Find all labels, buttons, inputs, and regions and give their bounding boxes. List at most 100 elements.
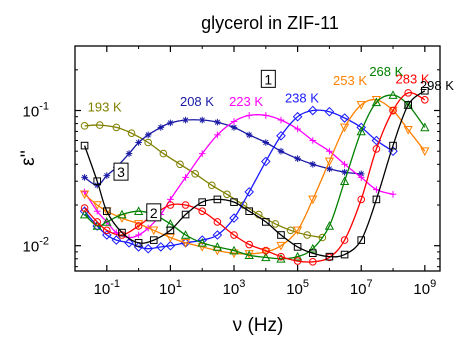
- data-point: [276, 253, 286, 263]
- data-point: [262, 218, 270, 226]
- data-point: [308, 195, 318, 205]
- data-point: [340, 236, 349, 244]
- data-point: [103, 207, 111, 215]
- data-point: [180, 230, 191, 239]
- data-point: [149, 236, 158, 244]
- annotation-label: 1: [264, 71, 272, 87]
- data-point: [230, 198, 238, 206]
- data-point: [292, 226, 303, 236]
- data-point: [292, 251, 303, 261]
- data-point: [214, 118, 221, 126]
- series-label: 193 K: [88, 100, 122, 115]
- data-point: [421, 86, 429, 95]
- series-label: 268 K: [369, 64, 403, 79]
- annotations: 1 2 3: [113, 69, 276, 222]
- data-point: [180, 239, 191, 248]
- data-point: [308, 258, 317, 266]
- series-label: 223 K: [229, 94, 263, 109]
- series-label: 253 K: [333, 73, 367, 88]
- data-point: [404, 89, 412, 97]
- data-point: [261, 156, 271, 167]
- fit-line: [84, 98, 426, 255]
- chart-title: glycerol in ZIF-11: [201, 13, 339, 33]
- data-point: [324, 157, 335, 167]
- data-point: [181, 210, 190, 219]
- data-point: [245, 131, 253, 139]
- data-point: [93, 218, 102, 226]
- data-point: [293, 243, 302, 251]
- data-point: [372, 145, 381, 153]
- data-point: [212, 230, 223, 240]
- data-point: [229, 213, 239, 223]
- data-point: [262, 246, 270, 255]
- data-point: [308, 243, 318, 253]
- data-point: [125, 150, 133, 157]
- data-point: [245, 207, 253, 215]
- data-point: [276, 241, 286, 251]
- series-layer: [79, 86, 430, 266]
- annotation-box: [260, 69, 276, 88]
- data-point: [372, 195, 381, 204]
- data-point: [92, 201, 102, 210]
- series-label: 208 K: [180, 94, 214, 109]
- data-point: [182, 174, 189, 181]
- data-point: [144, 131, 152, 139]
- data-point: [176, 160, 184, 169]
- series-283-K: [80, 89, 429, 266]
- data-point: [213, 218, 222, 226]
- data-point: [167, 119, 174, 127]
- data-point: [157, 124, 165, 131]
- data-point: [143, 243, 153, 254]
- y-axis-title: ε'': [18, 150, 39, 166]
- data-point: [356, 101, 366, 110]
- data-point: [373, 186, 380, 193]
- data-point: [339, 123, 350, 133]
- data-point: [124, 238, 134, 248]
- data-point: [324, 221, 335, 230]
- data-point: [166, 201, 175, 209]
- data-point: [93, 181, 101, 189]
- data-point: [389, 141, 397, 150]
- data-point: [371, 97, 382, 107]
- series-193-K: [80, 121, 327, 242]
- data-point: [357, 174, 365, 181]
- data-point: [92, 221, 102, 230]
- data-point: [294, 155, 301, 163]
- data-point: [245, 240, 253, 249]
- data-point: [197, 243, 207, 252]
- data-point: [198, 198, 207, 206]
- data-point: [357, 236, 366, 244]
- data-point: [214, 131, 221, 139]
- series-label: 298 K: [420, 78, 454, 93]
- annotation-label: 2: [150, 205, 158, 221]
- data-point: [198, 116, 206, 124]
- data-point: [309, 161, 317, 168]
- data-point: [341, 168, 348, 176]
- data-point: [79, 209, 90, 219]
- data-point: [421, 96, 429, 104]
- data-point: [277, 147, 285, 155]
- data-point: [308, 249, 317, 258]
- plot-frame: [74, 45, 441, 272]
- data-point: [144, 138, 152, 147]
- data-point: [135, 231, 142, 239]
- data-point: [326, 165, 333, 173]
- data-point: [80, 204, 89, 212]
- data-point: [111, 235, 122, 245]
- data-point: [81, 188, 88, 196]
- data-point: [318, 233, 327, 242]
- data-point: [229, 245, 239, 255]
- annotation-box: [146, 203, 162, 222]
- data-point: [80, 122, 89, 130]
- data-point: [230, 231, 238, 239]
- data-point: [95, 121, 104, 129]
- data-point: [420, 122, 430, 132]
- data-point: [404, 101, 412, 109]
- data-point: [191, 170, 199, 178]
- data-point: [294, 125, 301, 133]
- data-point: [165, 233, 176, 243]
- data-point: [277, 231, 285, 239]
